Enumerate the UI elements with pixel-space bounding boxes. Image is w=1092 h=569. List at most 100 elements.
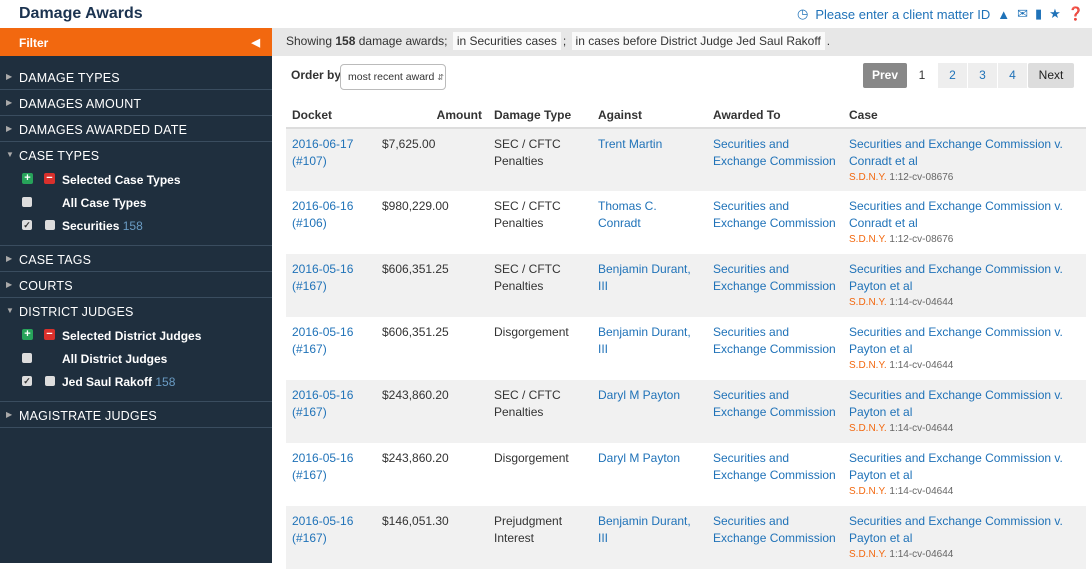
table-row: 2016-06-16 (#106) $980,229.00 SEC / CFTC … [286, 191, 1086, 254]
awarded-to-link[interactable]: Securities and Exchange Commission [713, 137, 836, 168]
case-link[interactable]: Securities and Exchange Commission v. Pa… [849, 388, 1063, 419]
court-docket: S.D.N.Y. 1:12-cv-08676 [849, 172, 954, 183]
col-against[interactable]: Against [592, 103, 707, 129]
chart-icon[interactable]: ▲ [997, 6, 1011, 22]
against-link[interactable]: Benjamin Durant, III [598, 325, 691, 356]
col-case[interactable]: Case [843, 103, 1086, 129]
all-case-types-checkbox[interactable] [22, 197, 32, 207]
filter-chip-judge[interactable]: in cases before District Judge Jed Saul … [571, 32, 825, 50]
table-row: 2016-05-16 (#167) $243,860.20 Disgorgemen… [286, 443, 1086, 506]
rakoff-exclude-checkbox[interactable] [45, 376, 55, 386]
amount: $606,351.25 [376, 254, 488, 317]
table-row: 2016-05-16 (#167) $243,860.20 SEC / CFTC … [286, 380, 1086, 443]
col-amount[interactable]: Amount [376, 103, 488, 129]
section-courts[interactable]: ▶ COURTS [0, 272, 272, 298]
section-label: COURTS [19, 279, 73, 293]
docket-link[interactable]: 2016-05-16 (#167) [292, 325, 354, 356]
docket-link[interactable]: 2016-05-16 (#167) [292, 388, 354, 419]
client-matter-link[interactable]: Please enter a client matter ID [815, 6, 991, 22]
against-link[interactable]: Thomas C. Conradt [598, 199, 657, 230]
case-link[interactable]: Securities and Exchange Commission v. Pa… [849, 514, 1063, 545]
docket-link[interactable]: 2016-05-16 (#167) [292, 451, 354, 482]
page-2[interactable]: 2 [938, 63, 967, 88]
section-label: DISTRICT JUDGES [19, 305, 134, 319]
star-icon[interactable]: ★ [1049, 6, 1061, 21]
all-judges-checkbox[interactable] [22, 353, 32, 363]
amount: $980,229.00 [382, 199, 449, 213]
against-link[interactable]: Benjamin Durant, III [598, 262, 691, 293]
court-docket: S.D.N.Y. 1:14-cv-04644 [849, 423, 954, 434]
col-docket[interactable]: Docket [286, 103, 376, 129]
table-row: 2016-05-16 (#167) $606,351.25 Disgorgemen… [286, 317, 1086, 380]
rakoff-checkbox[interactable]: ✓ [22, 376, 32, 386]
page-4[interactable]: 4 [998, 63, 1027, 88]
section-damages-amount[interactable]: ▶ DAMAGES AMOUNT [0, 90, 272, 116]
docket-link[interactable]: 2016-05-16 (#167) [292, 262, 354, 293]
damage-type: SEC / CFTC Penalties [494, 199, 561, 230]
amount: $243,860.20 [382, 451, 449, 465]
awarded-to-link[interactable]: Securities and Exchange Commission [713, 451, 836, 482]
against-link[interactable]: Daryl M Payton [598, 388, 681, 402]
collapse-icon[interactable]: ◀ [251, 37, 260, 49]
col-damage-type[interactable]: Damage Type [488, 103, 592, 129]
order-by-select[interactable]: most recent award ⇵ [340, 64, 446, 90]
case-link[interactable]: Securities and Exchange Commission v. Pa… [849, 451, 1063, 482]
page-3[interactable]: 3 [968, 63, 997, 88]
case-link[interactable]: Securities and Exchange Commission v. Co… [849, 137, 1063, 168]
caret-right-icon: ▶ [6, 98, 13, 107]
docket-link[interactable]: 2016-06-16 (#106) [292, 199, 354, 230]
securities-count: 158 [122, 219, 143, 233]
awarded-to-link[interactable]: Securities and Exchange Commission [713, 325, 836, 356]
page-title: Damage Awards [19, 5, 143, 22]
against-link[interactable]: Trent Martin [598, 137, 663, 151]
section-magistrate-judges[interactable]: ▶ MAGISTRATE JUDGES [0, 402, 272, 428]
next-button[interactable]: Next [1028, 63, 1074, 88]
against-link[interactable]: Daryl M Payton [598, 451, 681, 465]
damage-type: SEC / CFTC Penalties [488, 128, 592, 191]
awarded-to-link[interactable]: Securities and Exchange Commission [713, 388, 836, 419]
against-link[interactable]: Benjamin Durant, III [598, 514, 691, 545]
court-docket: S.D.N.Y. 1:14-cv-04644 [849, 486, 954, 497]
amount: $146,051.30 [376, 506, 488, 569]
filter-chip-case-type[interactable]: in Securities cases [452, 32, 561, 50]
docket-link[interactable]: 2016-05-16 (#167) [292, 514, 354, 545]
exclude-icon[interactable]: − [44, 329, 55, 340]
section-case-tags[interactable]: ▶ CASE TAGS [0, 246, 272, 272]
document-icon[interactable]: ▮ [1035, 6, 1043, 21]
help-icon[interactable]: ❓ [1067, 6, 1084, 21]
section-case-types[interactable]: ▼ CASE TYPES [0, 142, 272, 168]
securities-checkbox[interactable]: ✓ [22, 220, 32, 230]
filter-label: Filter [19, 36, 49, 50]
section-district-judges[interactable]: ▼ DISTRICT JUDGES [0, 298, 272, 324]
awarded-to-link[interactable]: Securities and Exchange Commission [713, 262, 836, 293]
court-docket: S.D.N.Y. 1:12-cv-08676 [849, 234, 954, 245]
results-summary: Showing 158 damage awards; in Securities… [272, 28, 1092, 56]
case-link[interactable]: Securities and Exchange Commission v. Pa… [849, 262, 1063, 293]
email-icon[interactable]: ✉ [1017, 6, 1028, 21]
securities-label: Securities 158 [62, 219, 143, 233]
include-icon[interactable]: + [22, 173, 33, 184]
page-1[interactable]: 1 [918, 68, 926, 82]
selected-case-types: Selected Case Types [62, 173, 181, 187]
col-awarded-to[interactable]: Awarded To [707, 103, 843, 129]
damage-type: Prejudgment Interest [488, 506, 592, 569]
order-by-label: Order by [291, 68, 342, 82]
case-link[interactable]: Securities and Exchange Commission v. Co… [849, 199, 1063, 230]
main-content: Showing 158 damage awards; in Securities… [272, 28, 1092, 569]
awarded-to-link[interactable]: Securities and Exchange Commission [713, 514, 836, 545]
exclude-icon[interactable]: − [44, 173, 55, 184]
clock-icon[interactable]: ◷ [797, 6, 809, 21]
awarded-to-link[interactable]: Securities and Exchange Commission [713, 199, 836, 230]
case-link[interactable]: Securities and Exchange Commission v. Pa… [849, 325, 1063, 356]
damage-type: SEC / CFTC Penalties [488, 254, 592, 317]
caret-down-icon: ▼ [6, 150, 15, 159]
amount: $7,625.00 [376, 128, 488, 191]
filter-header[interactable]: Filter ◀ [0, 28, 272, 56]
docket-link[interactable]: 2016-06-17 (#107) [292, 137, 354, 168]
section-damage-types[interactable]: ▶ DAMAGE TYPES [0, 64, 272, 90]
include-icon[interactable]: + [22, 329, 33, 340]
section-damages-date[interactable]: ▶ DAMAGES AWARDED DATE [0, 116, 272, 142]
securities-exclude-checkbox[interactable] [45, 220, 55, 230]
section-label: DAMAGES AWARDED DATE [19, 123, 188, 137]
prev-button[interactable]: Prev [863, 63, 907, 88]
